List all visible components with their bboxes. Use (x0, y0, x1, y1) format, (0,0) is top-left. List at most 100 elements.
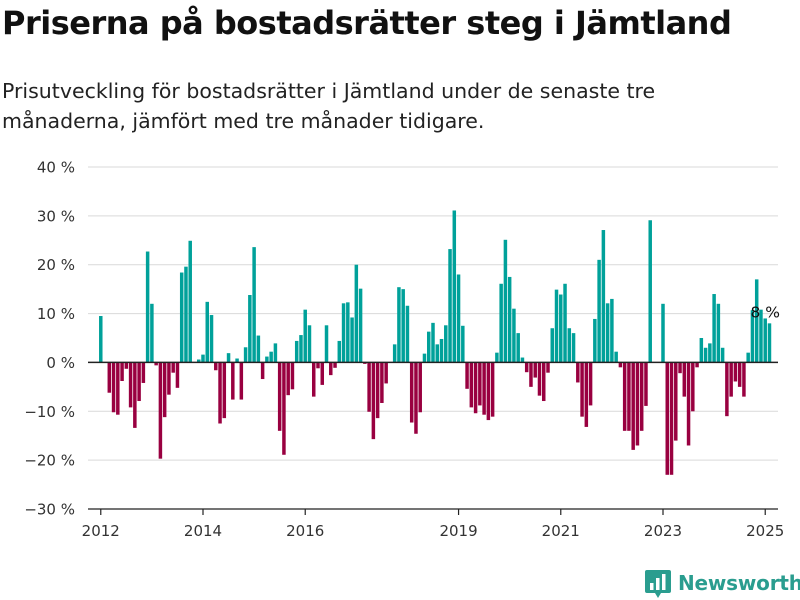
bar (346, 302, 350, 363)
bar (426, 331, 431, 363)
bar (648, 220, 652, 363)
x-tick-label: 2023 (644, 522, 682, 540)
bar (699, 338, 704, 363)
bar (614, 351, 618, 363)
bar (465, 362, 469, 389)
bar (469, 362, 474, 408)
bar (299, 335, 303, 363)
bar (610, 298, 614, 363)
bar (269, 351, 273, 363)
x-tick-label: 2016 (286, 522, 324, 540)
bar (294, 340, 299, 363)
bar (282, 362, 286, 455)
bar (380, 362, 384, 403)
bar (231, 362, 235, 400)
bar (265, 356, 269, 363)
bar (554, 289, 559, 363)
bar (720, 347, 725, 363)
bar (145, 251, 150, 363)
bar (303, 309, 307, 363)
bar (133, 362, 137, 428)
bar (405, 305, 410, 363)
bar (703, 347, 708, 363)
bar (435, 344, 440, 363)
bar (226, 353, 231, 363)
bar (290, 362, 295, 390)
bar (733, 362, 738, 382)
bar (444, 325, 448, 363)
bar (431, 322, 435, 363)
bar (235, 358, 239, 363)
bar (631, 362, 635, 450)
y-tick-label: 20 % (37, 256, 75, 274)
bar (520, 357, 525, 363)
bar (154, 362, 158, 366)
bar (205, 301, 210, 363)
bar (763, 318, 767, 363)
bar (175, 362, 180, 388)
bar (252, 247, 256, 363)
bar (111, 362, 116, 413)
bar (495, 352, 499, 363)
bar (512, 308, 516, 363)
bar (486, 362, 491, 421)
bars (99, 210, 772, 475)
bar (397, 287, 401, 363)
bar (546, 362, 550, 373)
bar (567, 328, 572, 363)
y-tick-label: 0 % (46, 354, 75, 372)
bar (311, 362, 316, 397)
y-tick-label: 40 % (37, 159, 75, 177)
bar (674, 362, 678, 441)
bar (541, 362, 546, 402)
bar (239, 362, 244, 400)
bar (524, 362, 529, 373)
bar (256, 335, 261, 363)
x-tick-label: 2014 (184, 522, 222, 540)
bar (99, 316, 103, 363)
bar (691, 362, 695, 412)
y-tick-label: −20 % (24, 452, 75, 470)
bar (218, 362, 222, 424)
bar (341, 303, 346, 363)
bar (669, 362, 674, 475)
y-tick-label: 10 % (37, 305, 75, 323)
bar (222, 362, 227, 419)
last-value-annotation: 8 % (750, 303, 780, 321)
bar (196, 359, 201, 363)
x-axis: 2012 2014 2016 2019 2021 2023 2025 (82, 509, 784, 540)
bar (422, 353, 427, 363)
bar (754, 279, 759, 363)
bar (593, 318, 597, 363)
x-tick-label: 2012 (82, 522, 120, 540)
bar (627, 362, 631, 431)
bar (588, 362, 593, 406)
bar (320, 362, 325, 385)
bar (401, 289, 405, 363)
bar (124, 362, 129, 369)
bar (350, 317, 354, 363)
bar (533, 362, 537, 378)
bar (759, 309, 763, 363)
bar (490, 362, 495, 417)
bar (618, 362, 623, 368)
chart-subtitle: Prisutveckling för bostadsrätter i Jämtl… (2, 79, 656, 133)
bar (571, 333, 576, 363)
newsworthy-logo: Newsworthy (644, 566, 800, 600)
bar (537, 362, 542, 396)
bar (737, 362, 742, 387)
bar (597, 259, 601, 363)
y-tick-label: 30 % (37, 207, 75, 225)
bar (622, 362, 627, 431)
bar (418, 362, 422, 413)
bar (750, 310, 755, 363)
x-tick-label: 2019 (439, 522, 477, 540)
x-tick-label: 2025 (746, 522, 784, 540)
bar (563, 283, 567, 363)
bar (550, 328, 555, 363)
bar (354, 264, 359, 363)
bar (725, 362, 729, 417)
bar (141, 362, 146, 383)
bar (473, 362, 478, 414)
